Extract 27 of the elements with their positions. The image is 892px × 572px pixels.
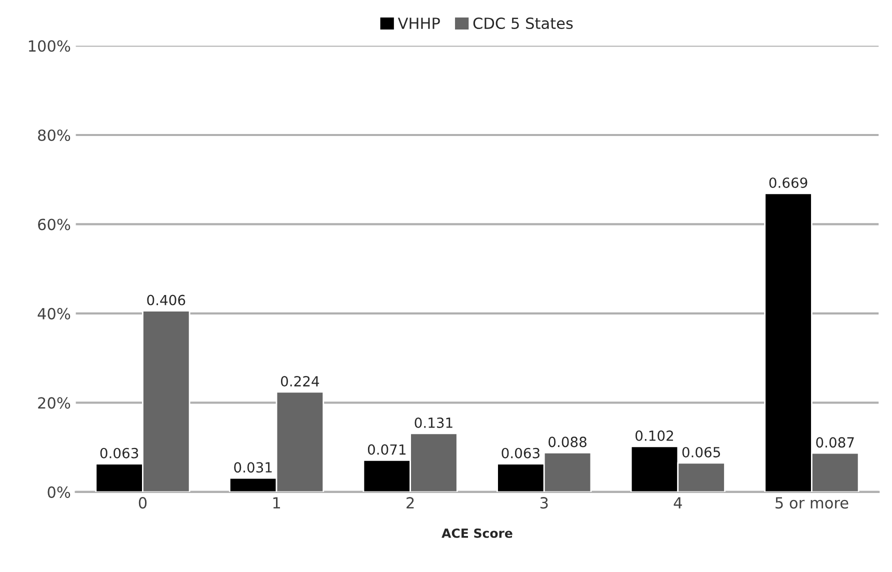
- x-tick-label: 5 or more: [776, 497, 848, 509]
- x-tick-label: 0: [138, 497, 147, 509]
- x-tick-label: 3: [540, 497, 548, 509]
- data-label: 0.131: [414, 418, 452, 428]
- legend-label: CDC 5 States: [473, 17, 573, 30]
- data-label: 0.065: [682, 446, 720, 458]
- data-label: 0.071: [368, 444, 406, 455]
- y-tick-label: 0%: [48, 486, 70, 498]
- y-tick-label: 100%: [28, 40, 70, 52]
- x-axis-title: ACE Score: [442, 528, 512, 538]
- legend-label: VHHP: [398, 18, 440, 29]
- data-label: 0.224: [280, 376, 320, 387]
- x-tick-label: 2: [406, 497, 414, 508]
- y-tick-label: 80%: [38, 129, 70, 142]
- data-label: 0.088: [548, 436, 586, 448]
- y-tick-label: 40%: [38, 308, 70, 320]
- data-label: 0.087: [816, 437, 854, 448]
- data-label: 0.669: [769, 177, 808, 188]
- data-label: 0.102: [636, 430, 673, 441]
- data-label: 0.406: [147, 294, 186, 306]
- y-tick-label: 60%: [38, 218, 70, 230]
- data-label: 0.063: [502, 448, 540, 458]
- x-tick-label: 1: [273, 497, 280, 508]
- x-tick-label: 4: [674, 497, 682, 508]
- y-tick-label: 20%: [38, 397, 70, 409]
- data-label: 0.031: [234, 462, 272, 473]
- data-label: 0.063: [100, 448, 138, 458]
